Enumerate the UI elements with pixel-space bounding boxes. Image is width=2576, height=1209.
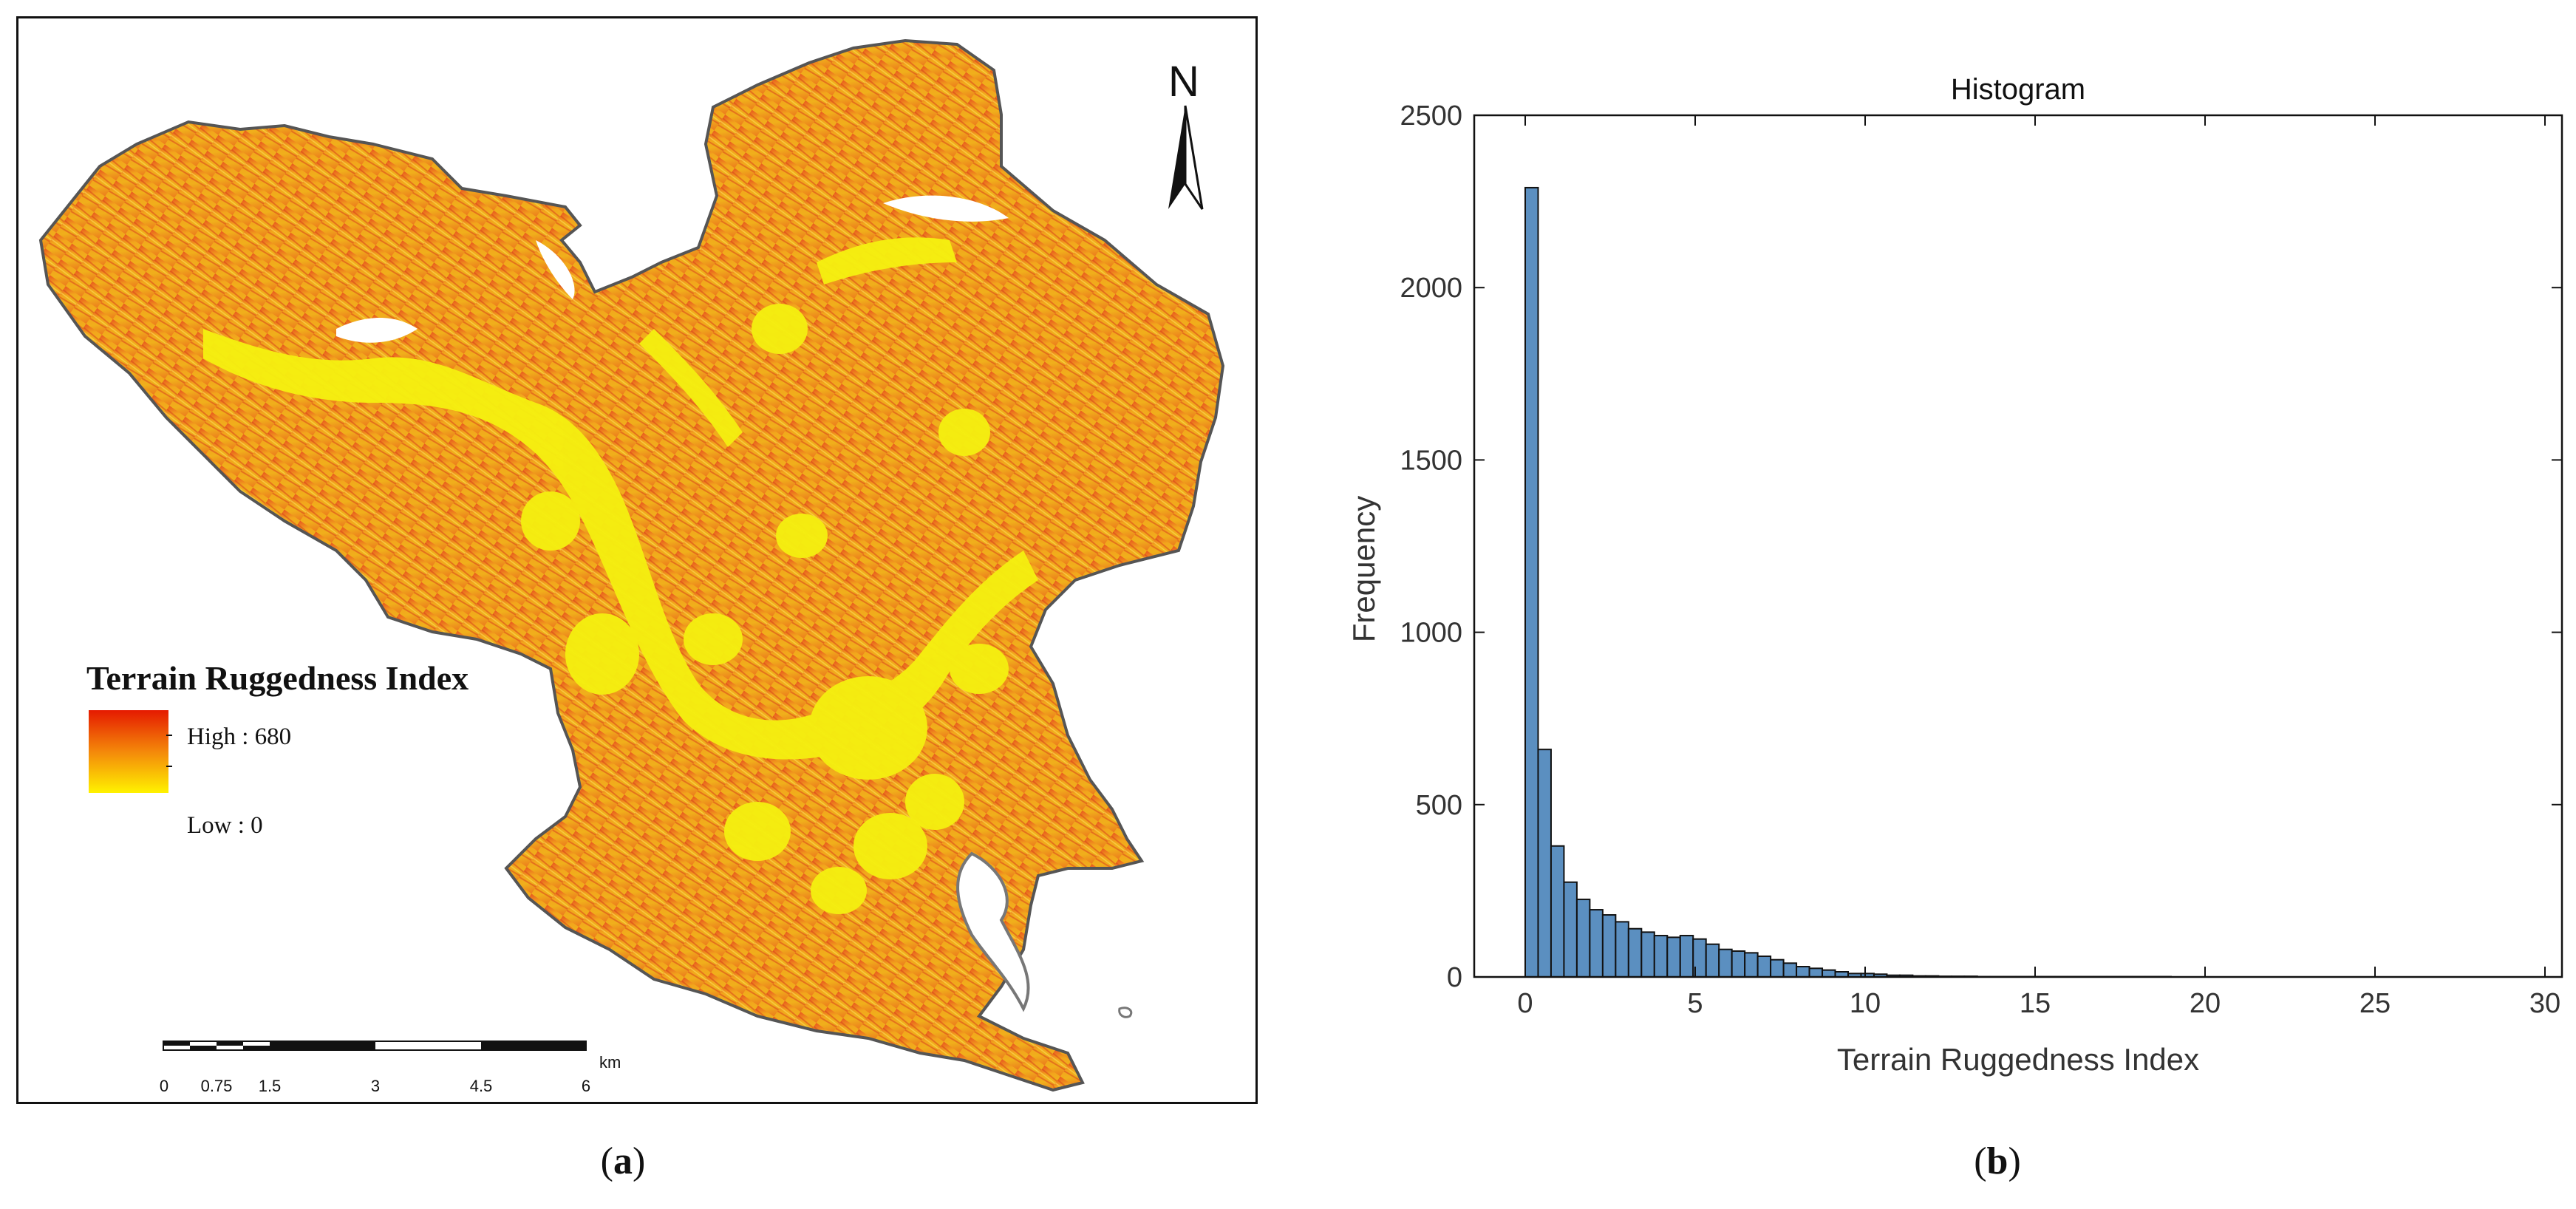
x-tick-label: 5 [1687, 988, 1703, 1019]
chart-title: Histogram [1951, 73, 2085, 106]
histogram-bar [1756, 956, 1772, 978]
histogram-bar [1524, 186, 1539, 978]
histogram-bar [1601, 914, 1617, 978]
x-tick-label: 15 [2020, 988, 2051, 1019]
y-tick-label: 1500 [1400, 445, 1462, 476]
x-axis-label: Terrain Ruggedness Index [1837, 1042, 2199, 1077]
scale-tick-label: 4.5 [469, 1077, 493, 1095]
x-tick-label: 30 [2529, 988, 2560, 1019]
histogram-bar [1705, 943, 1720, 978]
histogram-bar [1627, 927, 1643, 978]
x-tick-label: 0 [1517, 988, 1533, 1019]
caption-b: (b) [1974, 1140, 2021, 1182]
scale-tick-label: 3 [370, 1077, 381, 1095]
histogram-bar [1589, 909, 1604, 978]
map-panel: N Terrain Ruggedness Index High : 680 Lo… [16, 16, 1258, 1104]
scale-tick-label: 6 [581, 1077, 591, 1095]
axes-frame [1473, 114, 2563, 978]
scale-tick-label: 0.75 [200, 1077, 233, 1095]
caption-a: (a) [600, 1140, 646, 1182]
histogram-chart: Histogram 0 5 10 15 20 25 30 0 500 1000 1500 2000 25… [1346, 73, 2563, 1077]
histogram-bar [1563, 881, 1578, 978]
histogram-bar [1796, 966, 1810, 978]
histogram-bar [1537, 749, 1552, 978]
island-outline [1118, 1007, 1133, 1018]
legend-high-label: High : 680 [187, 723, 292, 750]
plot-area: 0 5 10 15 20 25 30 0 500 1000 1500 2000 2500 [1400, 101, 2563, 1019]
scale-tick-label: 0 [159, 1077, 169, 1095]
histogram-bar [1679, 935, 1694, 978]
histogram-bar [1718, 948, 1733, 978]
x-tick-label: 10 [1850, 988, 1881, 1019]
y-tick-label: 2500 [1400, 101, 1462, 132]
histogram-bar [1666, 936, 1681, 978]
histogram-bar [1550, 845, 1565, 978]
scale-tick-label: 1.5 [258, 1077, 282, 1095]
histogram-bar [1640, 931, 1655, 978]
terrain-ruggedness-map [38, 38, 1225, 1092]
y-tick-label: 500 [1416, 790, 1462, 821]
histogram-bar [1575, 899, 1591, 978]
y-tick-label: 2000 [1400, 273, 1462, 304]
histogram-bar [1744, 952, 1759, 978]
north-label: N [1168, 58, 1199, 106]
y-tick-label: 0 [1447, 962, 1462, 993]
histogram-bar [1782, 962, 1798, 978]
peninsula-outline [956, 851, 1030, 1012]
histogram-bar [1822, 969, 1836, 978]
legend-color-ramp [89, 710, 168, 793]
interior-gaps [336, 195, 1009, 343]
scale-unit-label: km [599, 1053, 621, 1072]
histogram-bar [1615, 921, 1629, 978]
scale-bar [163, 1041, 587, 1051]
y-axis-label: Frequency [1346, 496, 1381, 642]
x-tick-label: 20 [2190, 988, 2221, 1019]
histogram-bar [1770, 958, 1785, 978]
x-tick-label: 25 [2359, 988, 2391, 1019]
north-arrow-icon [1168, 105, 1204, 210]
legend-low-label: Low : 0 [187, 812, 263, 839]
histogram-bar [1808, 967, 1824, 978]
histogram-bar [1731, 950, 1746, 978]
histogram-bar [1653, 935, 1669, 978]
low-ruggedness-corridors [203, 237, 1038, 914]
y-tick-label: 1000 [1400, 618, 1462, 649]
legend-title: Terrain Ruggedness Index [86, 659, 469, 697]
